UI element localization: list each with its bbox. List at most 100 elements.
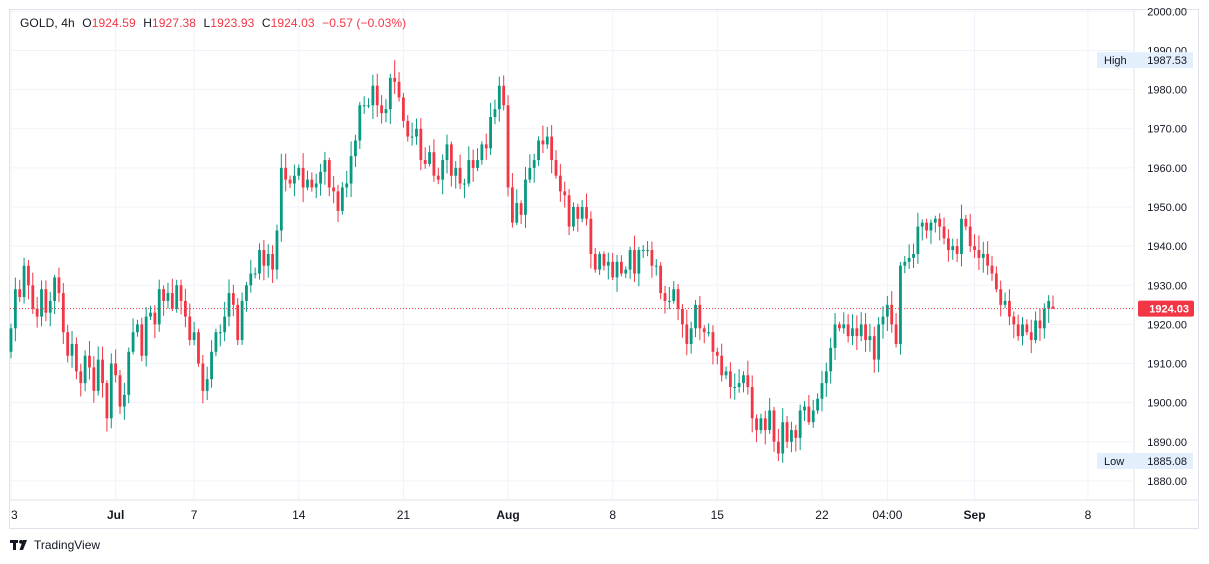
candle-body — [1003, 300, 1007, 305]
last-price-tag — [1138, 300, 1194, 317]
candle-body — [715, 351, 719, 356]
candle-body — [88, 355, 91, 368]
candle-body — [410, 136, 414, 138]
candle-body — [293, 175, 296, 184]
candle-body — [393, 77, 397, 82]
candle-body — [223, 316, 227, 333]
candle-body — [96, 359, 100, 391]
candle-body — [179, 285, 183, 301]
candle-body — [57, 277, 61, 294]
candle-body — [742, 375, 745, 384]
candle-body — [144, 316, 148, 356]
candle-body — [480, 144, 484, 161]
tradingview-brand: TradingView — [34, 538, 101, 552]
candle-body — [759, 418, 763, 431]
candle-body — [1029, 332, 1033, 341]
candle-body — [327, 160, 331, 188]
candle-body — [572, 207, 575, 227]
candle-body — [781, 422, 785, 454]
candle-body — [40, 289, 43, 317]
candle-body — [432, 152, 436, 176]
candle-body — [188, 316, 192, 341]
candle-body — [340, 187, 344, 211]
candle-body — [519, 203, 523, 215]
candle-body — [1025, 324, 1029, 333]
candle-body — [83, 355, 87, 384]
candle-body — [332, 187, 336, 192]
candle-body — [524, 179, 527, 215]
x-tick-label: Aug — [496, 508, 519, 522]
high-marker: High 1987.53 — [1097, 52, 1193, 69]
candle-body — [175, 285, 179, 309]
high-label: H — [143, 16, 152, 30]
candle-body — [977, 250, 981, 258]
candle-body — [872, 336, 876, 360]
candle-body — [9, 328, 13, 352]
candle-body — [964, 218, 968, 227]
candle-body — [149, 312, 152, 317]
candle-body — [279, 167, 283, 231]
y-tick-label: 1980.00 — [1147, 85, 1187, 97]
candle-body — [22, 265, 26, 298]
candle-body — [258, 250, 261, 274]
candle-body — [912, 253, 915, 258]
x-tick-label: 7 — [191, 508, 198, 522]
candle-body — [497, 85, 501, 110]
candle-body — [537, 140, 540, 161]
candle-body — [602, 253, 606, 266]
candle-body — [271, 253, 274, 270]
candle-body — [1042, 308, 1046, 329]
candle-body — [785, 422, 789, 442]
candle-body — [214, 332, 218, 352]
open-value: 1924.59 — [91, 16, 136, 30]
candle-body — [868, 336, 872, 341]
candle-body — [441, 160, 445, 180]
candle-body — [746, 375, 750, 388]
high-marker-value: 1987.53 — [1147, 55, 1187, 67]
last-price-label: 1924.03 — [1149, 304, 1189, 316]
candle-body — [436, 175, 440, 180]
candle-body — [27, 265, 30, 286]
candle-body — [493, 109, 497, 118]
tradingview-attribution[interactable]: TradingView — [10, 538, 100, 552]
candle-body — [354, 140, 357, 157]
candle-body — [463, 183, 466, 185]
candle-body — [423, 160, 427, 164]
candle-body — [406, 120, 410, 137]
candle-body — [1051, 306, 1055, 309]
candle-body — [589, 218, 593, 254]
candle-body — [397, 81, 401, 98]
candle-body — [218, 332, 222, 334]
candle-body — [851, 328, 854, 337]
candle-body — [1047, 300, 1051, 309]
candle-body — [776, 441, 780, 454]
candle-body — [955, 246, 959, 254]
candle-body — [205, 379, 209, 391]
candle-body — [689, 328, 693, 344]
candle-body — [838, 324, 841, 329]
candle-body — [720, 355, 724, 376]
candle-body — [153, 312, 157, 325]
candle-body — [1016, 324, 1020, 337]
low-label: L — [203, 16, 211, 30]
candle-body — [654, 265, 658, 267]
candle-body — [973, 246, 976, 251]
candle-body — [75, 343, 78, 372]
change-value: −0.57 (−0.03%) — [322, 16, 407, 30]
candle-body — [61, 293, 65, 333]
candle-body — [114, 363, 118, 376]
candle-body — [288, 179, 292, 184]
candle-body — [384, 109, 388, 114]
candle-body — [306, 179, 309, 188]
y-tick-label: 1890.00 — [1147, 437, 1187, 449]
candle-body — [367, 105, 370, 107]
candle-body — [986, 253, 990, 266]
candle-body — [275, 230, 279, 270]
candle-body — [532, 160, 536, 168]
candle-body — [323, 160, 327, 172]
candle-body — [489, 117, 492, 149]
candle-body — [284, 167, 288, 180]
candle-body — [968, 226, 972, 247]
ohlc-legend: GOLD, 4h O1924.59 H1927.38 L1923.93 C192… — [20, 16, 410, 30]
